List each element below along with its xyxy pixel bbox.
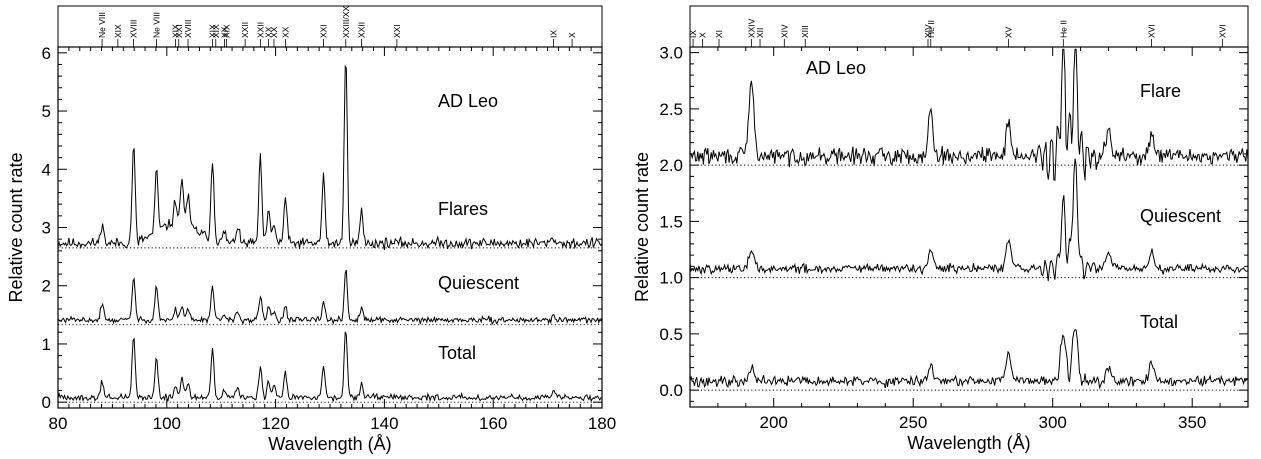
- y-axis-label: Relative count rate: [632, 152, 652, 302]
- y-tick-label: 4: [42, 160, 51, 179]
- x-axis-label: Wavelength (Å): [268, 434, 391, 454]
- y-tick-label: 1.0: [659, 269, 683, 288]
- y-tick-label: 3.0: [659, 44, 683, 63]
- ion-label: XI: [714, 30, 724, 38]
- ion-label: XIX: [211, 24, 221, 38]
- ion-label: XVI: [1146, 24, 1156, 38]
- star-label: AD Leo: [438, 91, 498, 111]
- star-label: AD Leo: [806, 58, 866, 78]
- spectrum-line-quiescent: [689, 158, 1249, 282]
- series-label: Quiescent: [438, 273, 519, 293]
- ion-label: XXIV: [746, 18, 756, 38]
- ion-label: Ne VIII: [97, 12, 107, 38]
- ion-label: XVIII: [129, 20, 139, 38]
- x-tick-label: 180: [588, 414, 616, 433]
- ion-label: IX: [688, 30, 698, 38]
- series-label: Flare: [1140, 81, 1181, 101]
- spectrum-line-quiescent: [57, 269, 603, 326]
- ion-label: XVIII: [183, 20, 193, 38]
- y-tick-label: 1.5: [659, 212, 683, 231]
- ion-label: XV: [1004, 26, 1014, 38]
- ion-label: XX: [269, 26, 279, 38]
- y-axis-label: Relative count rate: [6, 152, 26, 302]
- x-tick-label: 350: [1178, 413, 1206, 432]
- ion-label: XX: [280, 26, 290, 38]
- x-tick-label: 100: [153, 414, 181, 433]
- ion-label: XIX: [222, 24, 232, 38]
- spectrum-line-total: [689, 329, 1249, 390]
- y-tick-label: 6: [42, 44, 51, 63]
- y-tick-label: 2.5: [659, 100, 683, 119]
- x-tick-label: 80: [49, 414, 68, 433]
- x-tick-label: 200: [760, 413, 788, 432]
- ion-label: Ne VIII: [151, 12, 161, 38]
- ion-label: XXI: [318, 24, 328, 38]
- ion-label: XIV: [923, 24, 933, 38]
- ion-label: XIX: [113, 24, 123, 38]
- ion-label: He II: [1058, 20, 1068, 38]
- x-tick-label: 120: [261, 414, 289, 433]
- ion-label: He II: [926, 20, 936, 38]
- series-label: Total: [1140, 312, 1178, 332]
- y-tick-label: 2.0: [659, 156, 683, 175]
- x-axis-label: Wavelength (Å): [907, 433, 1030, 453]
- ion-label: X: [698, 32, 708, 38]
- spectrum-line-total: [57, 331, 603, 403]
- ion-label: XIV: [779, 24, 789, 38]
- ion-label: XX: [264, 26, 274, 38]
- ion-label: XXII: [357, 22, 367, 38]
- ion-label: IX: [549, 30, 559, 38]
- ion-label: XIX: [207, 24, 217, 38]
- y-tick-label: 5: [42, 102, 51, 121]
- ion-label: XX: [219, 26, 229, 38]
- x-tick-label: 140: [370, 414, 398, 433]
- spectrum-line-flares: [57, 64, 603, 251]
- y-tick-label: 0.5: [659, 325, 683, 344]
- ion-label: XII: [755, 28, 765, 38]
- x-tick-label: 300: [1039, 413, 1067, 432]
- ion-label: XXII: [240, 22, 250, 38]
- line-id-strip: [689, 5, 1249, 48]
- y-tick-label: 0.0: [659, 381, 683, 400]
- y-tick-label: 3: [42, 219, 51, 238]
- y-tick-label: 1: [42, 335, 51, 354]
- line-id-strip: [57, 5, 603, 48]
- x-tick-label: 160: [479, 414, 507, 433]
- ion-label: XIX: [171, 24, 181, 38]
- ion-label: X: [567, 32, 577, 38]
- plot-frame: [57, 46, 603, 409]
- ion-label: XVI: [1217, 24, 1227, 38]
- spectrum-line-flare: [689, 48, 1249, 181]
- ion-label: XIII: [800, 25, 810, 38]
- y-tick-label: 2: [42, 277, 51, 296]
- series-label: Quiescent: [1140, 206, 1221, 226]
- ion-label: XXI: [392, 24, 402, 38]
- series-label: Flares: [438, 199, 488, 219]
- series-label: Total: [438, 343, 476, 363]
- plot-frame: [689, 46, 1249, 408]
- ion-label: XXII: [255, 22, 265, 38]
- ion-label: XXIII/XX: [341, 6, 351, 38]
- x-tick-label: 250: [899, 413, 927, 432]
- y-tick-label: 0: [42, 393, 51, 412]
- ion-label: XXI: [174, 24, 184, 38]
